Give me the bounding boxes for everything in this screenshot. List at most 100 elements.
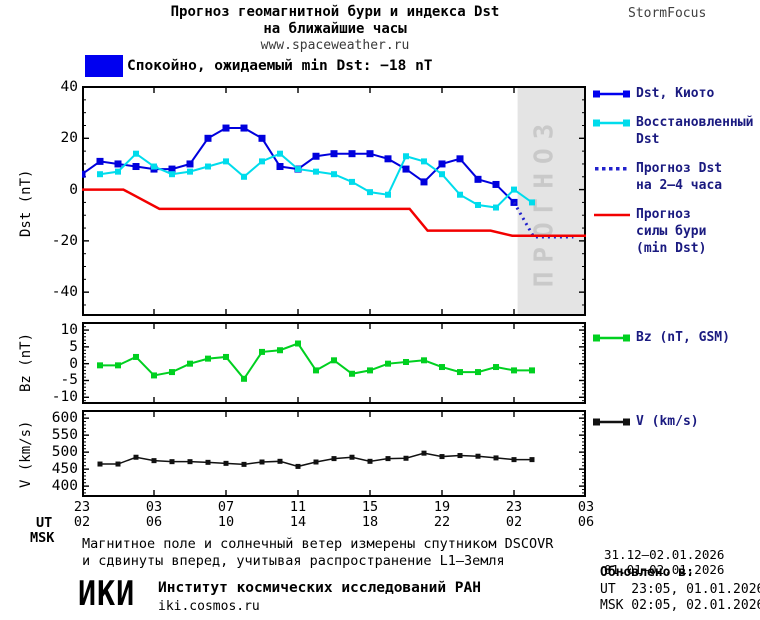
panel-border [82,410,586,497]
data-marker [529,457,535,463]
legend-item: Прогноз Dst на 2–4 часа [593,160,760,194]
data-marker [187,459,193,465]
data-marker [115,168,121,175]
data-marker [151,372,157,379]
page-title-line1: Прогноз геомагнитной бури и индекса Dst [170,4,500,20]
data-marker [312,152,320,160]
iki-site-link[interactable]: iki.cosmos.ru [158,599,260,614]
data-marker [114,160,122,168]
data-marker [295,340,301,347]
y-tick-label: 400 [51,478,78,495]
storm-status-label: Спокойно, ожидаемый min Dst: −18 nT [127,58,433,74]
x-tick-label: 15 [361,499,379,515]
data-marker [169,459,175,465]
data-marker [82,170,86,178]
data-marker [258,134,266,142]
x-tick-label: 03 [145,499,163,515]
spaceweather-link[interactable]: www.spaceweather.ru [260,38,410,53]
data-marker [276,163,284,171]
data-marker [132,163,140,171]
data-marker [187,360,193,367]
data-marker [97,362,103,369]
x-tick-label: 07 [217,499,235,515]
y-tick-label: 550 [51,427,78,444]
data-marker [349,370,355,377]
updated-msk: MSK 02:05, 02.01.2026 [600,598,760,613]
data-marker [510,198,518,206]
data-marker [402,165,410,173]
data-marker [151,163,157,170]
y-tick-label: -20 [51,232,78,249]
data-marker [439,171,445,178]
data-marker [133,454,139,460]
panel-border [82,322,586,404]
data-marker [349,454,355,460]
v-chart [82,410,586,497]
dst-chart: ПРОГНОЗ [82,86,586,316]
legend-label: Прогноз [636,207,691,222]
bz-ytick-labels: 10 5 0 -5 -10 [30,322,78,405]
data-marker [511,457,517,463]
legend-item: Восстановленный Dst [593,114,760,148]
data-marker [367,367,373,374]
legend-swatch-icon [594,213,630,217]
legend-label: V (km/s) [636,414,699,429]
legend-item: Bz (nT, GSM) [593,329,760,346]
data-marker [259,459,265,465]
x-tick-label: 23 [505,499,523,515]
dst-legend: Dst, Киото Восстановленный Dst Прогноз Dst н… [593,85,760,269]
data-marker [313,168,319,175]
x-tick-label: 06 [145,514,163,530]
footer-note-line2: и сдвинуты вперед, учитывая распростране… [82,553,505,569]
page-title-line2: на ближайшие часы [263,21,407,37]
legend-swatch-icon [593,90,630,98]
y-tick-label: 0 [69,181,78,198]
data-marker [223,460,229,466]
data-marker [439,364,445,371]
data-marker [385,456,391,462]
msk-row-label: MSK [30,530,55,546]
v-legend: V (km/s) [593,413,760,442]
data-marker [277,458,283,464]
data-marker [313,459,319,465]
footer-note-line1: Магнитное поле и солнечный ветер измерен… [82,536,554,552]
data-marker [277,150,283,157]
panel-border [82,86,586,316]
data-marker [259,348,265,355]
data-marker [367,458,373,464]
data-marker [115,461,121,467]
y-tick-label: -40 [51,284,78,301]
legend-label: Bz (nT, GSM) [636,330,730,345]
data-marker [529,199,535,206]
data-marker [241,173,247,180]
data-marker [474,175,482,183]
y-tick-label: 450 [51,461,78,478]
series-dotted [512,201,574,239]
data-marker [349,178,355,185]
bz-chart [82,322,586,404]
data-marker [277,347,283,354]
data-marker [295,166,301,173]
data-marker [456,155,464,163]
data-marker [475,453,481,459]
x-tick-label: 14 [289,514,307,530]
data-marker [438,160,446,168]
dst-ytick-labels: 40 20 0 -20 -40 [30,79,78,316]
data-marker [511,367,517,374]
data-marker [205,459,211,465]
data-marker [295,463,301,469]
legend-swatch-icon [593,334,630,342]
data-marker [223,353,229,360]
data-marker [241,375,247,382]
x-tick-label: 18 [361,514,379,530]
data-marker [222,124,230,132]
data-marker [493,204,499,211]
xaxis-msk-row: MSK 02 06 10 14 18 22 02 06 01.01–02.01.2026 [0,514,760,577]
data-marker [439,454,445,460]
brand-label: StormFocus [628,6,707,21]
y-tick-label: 20 [60,130,78,147]
data-marker [187,168,193,175]
data-marker [421,450,427,456]
ut-date-range: 31.12–02.01.2026 [604,547,725,562]
legend-label: силы бури [636,224,707,239]
